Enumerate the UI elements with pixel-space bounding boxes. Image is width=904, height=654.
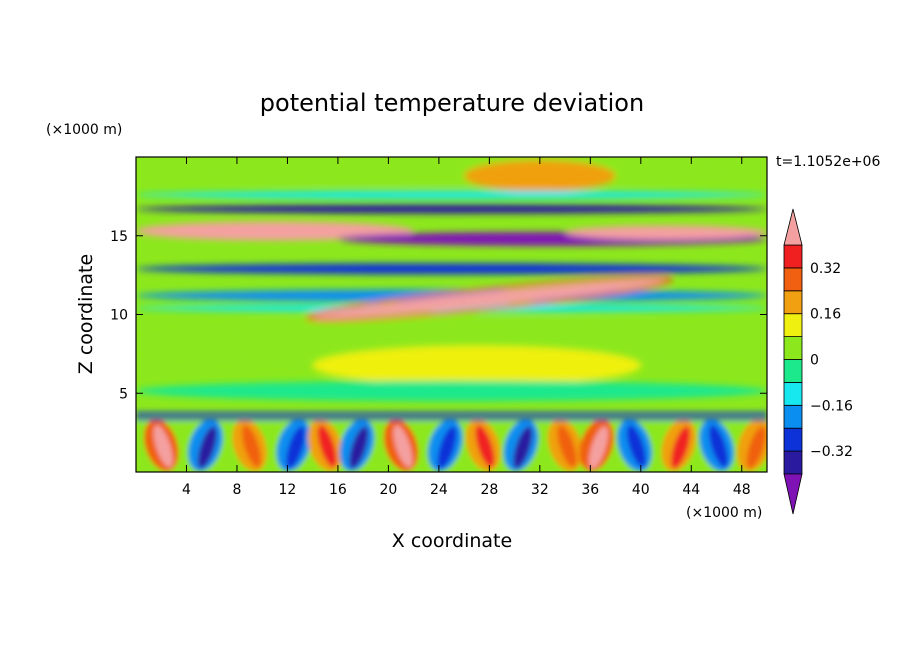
colorbar-swatch (783, 267, 803, 292)
colorbar-swatch (783, 244, 803, 269)
colorbar-swatch (783, 381, 803, 406)
plume-core-6 (393, 425, 413, 468)
band-0 (136, 190, 767, 199)
band-2 (136, 221, 414, 241)
y-tick-label: 10 (110, 308, 128, 324)
band-5 (136, 263, 767, 275)
colorbar-max-arrow (783, 208, 803, 246)
time-label: t=1.1052e+06 (776, 154, 880, 170)
plume-core-8 (475, 425, 495, 468)
x-axis-label: X coordinate (392, 530, 512, 552)
plume-core-13 (671, 426, 691, 469)
plume-core-5 (349, 426, 369, 469)
plume-core-12 (626, 425, 646, 468)
colorbar-swatch (783, 450, 803, 475)
colorbar-swatch (783, 404, 803, 429)
x-tick-label: 28 (480, 482, 498, 498)
colorbar-tick-label: −0.16 (810, 398, 853, 414)
colorbar-tick-label: 0.32 (810, 261, 841, 277)
band-1 (136, 204, 767, 214)
x-tick-label: 44 (682, 482, 700, 498)
x-tick-label: 40 (632, 482, 650, 498)
top-green-layer (136, 157, 767, 186)
y-unit-label: (×1000 m) (46, 122, 122, 138)
plume-core-0 (153, 425, 173, 468)
colorbar-tick-label: −0.32 (810, 444, 853, 460)
x-axis-ticks: 4 8 12 16 20 24 28 32 36 40 44 48 (182, 157, 751, 498)
colorbar-swatch (783, 427, 803, 452)
colorbar-tick-label: 0.16 (810, 307, 841, 323)
x-tick-label: 32 (531, 482, 549, 498)
plume-core-15 (746, 426, 766, 469)
lower-cyan-layer (136, 380, 767, 402)
x-tick-label: 16 (329, 482, 347, 498)
y-tick-label: 15 (110, 229, 128, 245)
diagonal-filament-edge (306, 275, 673, 322)
contour-field (136, 157, 767, 472)
plume-core-3 (286, 426, 306, 469)
plume-core-10 (557, 425, 577, 468)
x-tick-label: 8 (232, 482, 241, 498)
boundary-layer (136, 410, 767, 472)
plume-core-4 (317, 425, 337, 468)
x-tick-label: 4 (182, 482, 191, 498)
x-tick-label: 24 (430, 482, 448, 498)
colorbar: 0.32 0.16 0 −0.16 −0.32 (783, 208, 853, 515)
plume-core-2 (241, 425, 262, 468)
colorbar-tick-label: 0 (810, 353, 819, 369)
colorbar-swatch (783, 290, 803, 315)
y-tick-label: 5 (119, 386, 128, 402)
plume-core-1 (197, 426, 217, 469)
colorbar-swatch (783, 336, 803, 360)
colorbar-min-arrow (783, 473, 803, 515)
colorbar-swatch (783, 359, 803, 383)
inversion-band (136, 410, 767, 422)
band-4 (565, 225, 767, 240)
plume-core-9 (513, 426, 533, 469)
field-soft-layer (136, 157, 767, 402)
top-yellow-patch (464, 160, 616, 192)
y-axis-ticks: 5 10 15 (110, 229, 767, 402)
chart-title: potential temperature deviation (260, 89, 644, 117)
x-tick-label: 12 (279, 482, 297, 498)
plume-core-7 (437, 426, 457, 469)
x-unit-label: (×1000 m) (686, 505, 762, 521)
mid-lightgreen-layer (312, 346, 641, 386)
y-axis-label: Z coordinate (75, 254, 97, 374)
diagonal-filament (313, 279, 666, 319)
plume-core-14 (708, 425, 728, 468)
colorbar-swatch (783, 313, 803, 338)
x-tick-label: 48 (733, 482, 751, 498)
x-tick-label: 20 (379, 482, 397, 498)
plume-core-11 (589, 426, 609, 469)
x-tick-label: 36 (581, 482, 599, 498)
